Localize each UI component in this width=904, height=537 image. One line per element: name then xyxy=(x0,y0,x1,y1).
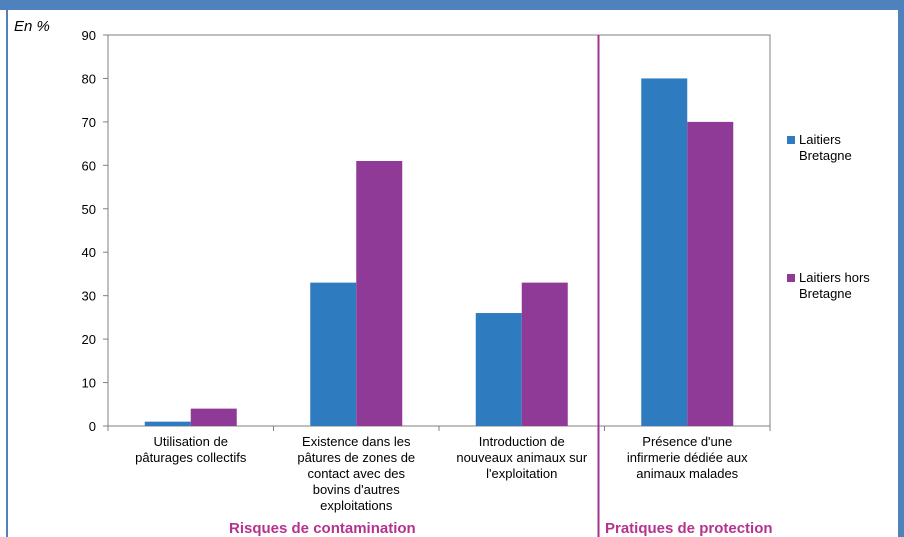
x-tick-label: Existence dans les xyxy=(302,434,411,449)
bar xyxy=(310,282,357,426)
x-tick-label: nouveaux animaux sur xyxy=(456,450,587,465)
bar xyxy=(521,282,568,426)
legend-label: Laitiers hors Bretagne xyxy=(799,270,870,301)
bar xyxy=(190,408,237,426)
y-tick-label: 80 xyxy=(82,71,96,86)
x-tick-label: exploitations xyxy=(320,498,393,513)
x-tick-label: Présence d'une xyxy=(642,434,732,449)
x-tick-label: bovins d'autres xyxy=(313,482,401,497)
x-tick-label: infirmerie dédiée aux xyxy=(627,450,748,465)
x-tick-label: l'exploitation xyxy=(486,466,557,481)
bar xyxy=(687,121,734,426)
x-tick-label: Introduction de xyxy=(479,434,565,449)
top-border xyxy=(0,0,904,10)
x-tick-label: contact avec des xyxy=(307,466,405,481)
y-tick-label: 70 xyxy=(82,115,96,130)
group-label-pratiques: Pratiques de protection xyxy=(605,520,773,537)
bar xyxy=(144,421,191,426)
legend-label: Laitiers Bretagne xyxy=(799,132,852,163)
x-tick-label: pâturages collectifs xyxy=(135,450,247,465)
left-border xyxy=(6,10,8,537)
y-tick-label: 20 xyxy=(82,332,96,347)
bar xyxy=(475,313,522,426)
y-tick-label: 10 xyxy=(82,376,96,391)
unit-label: En % xyxy=(14,18,50,35)
group-label-risques: Risques de contamination xyxy=(229,520,416,537)
x-tick-label: Utilisation de xyxy=(154,434,228,449)
y-tick-label: 30 xyxy=(82,289,96,304)
legend-swatch xyxy=(787,274,795,282)
y-tick-label: 90 xyxy=(82,28,96,43)
y-tick-label: 0 xyxy=(89,419,96,434)
y-tick-label: 40 xyxy=(82,245,96,260)
bar xyxy=(641,78,688,426)
y-tick-label: 60 xyxy=(82,158,96,173)
legend-swatch xyxy=(787,136,795,144)
bar xyxy=(356,160,403,426)
x-tick-label: animaux malades xyxy=(636,466,738,481)
right-border xyxy=(898,0,904,537)
x-tick-label: pâtures de zones de xyxy=(297,450,415,465)
y-tick-label: 50 xyxy=(82,202,96,217)
